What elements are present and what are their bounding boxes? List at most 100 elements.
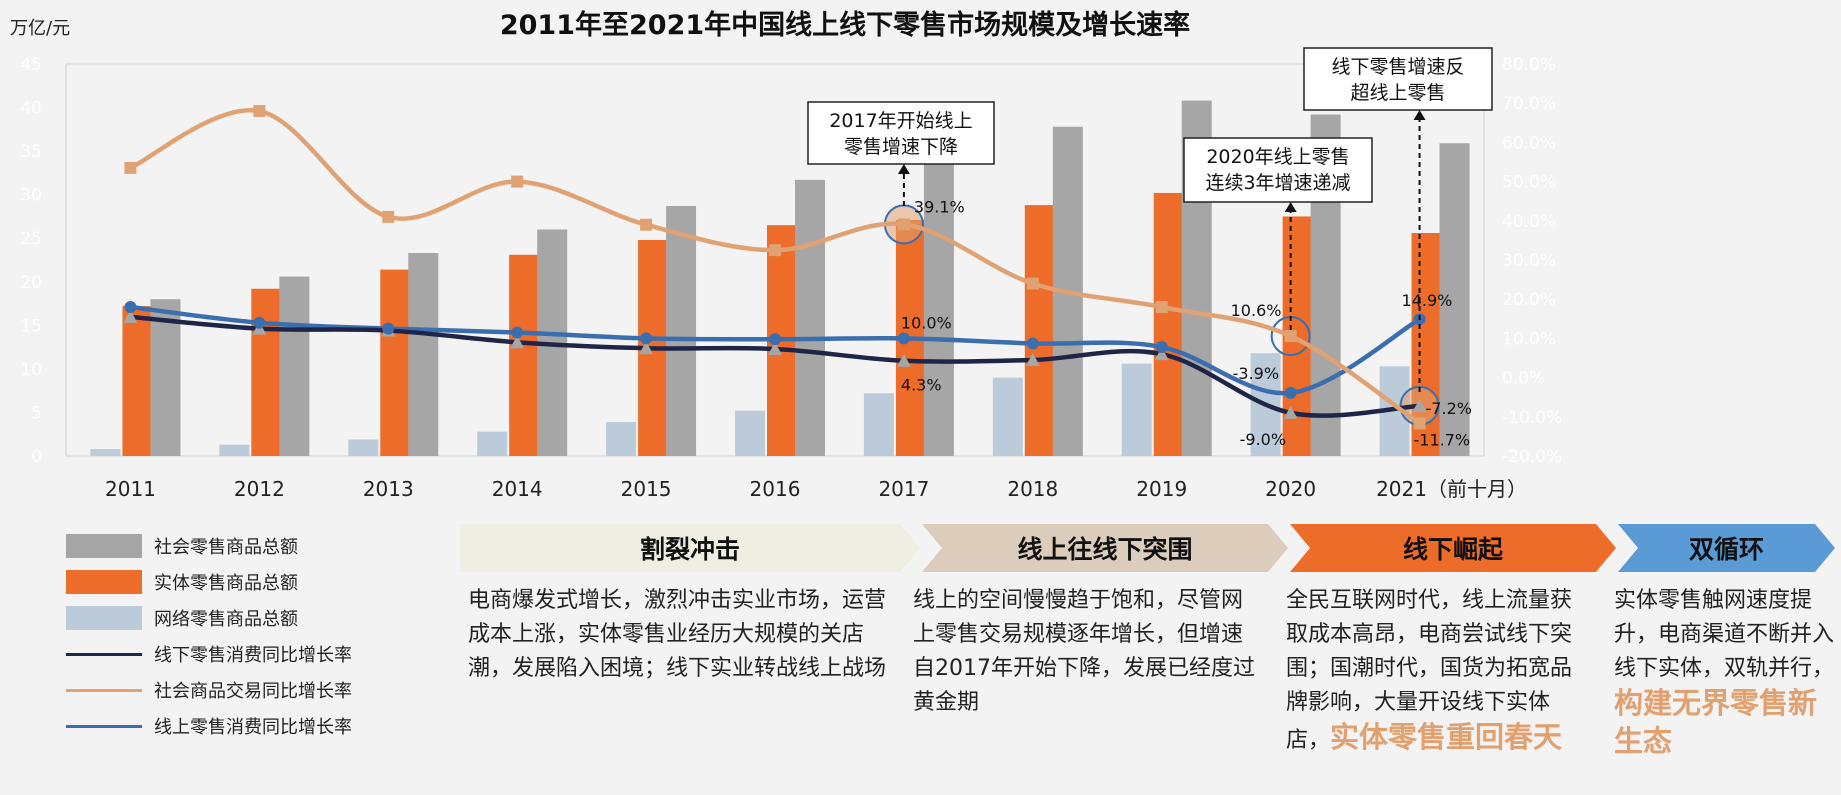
square-marker [511,175,524,188]
y-left-tick: 40 [20,99,42,119]
circle-marker [897,332,910,345]
x-tick-label: 2020 [1265,477,1316,501]
square-marker [769,244,781,257]
phase-1-text: 电商爆发式增长，激烈冲击实业市场，运营成本上涨，实体零售业经历大规模的关店潮，发… [468,584,900,686]
y-left-tick: 20 [20,273,42,293]
x-tick-label: 2012 [234,477,285,501]
x-axis-labels: 2011 2012 2013 2014 2015 2016 2017 2018 2019 2020… [105,477,1527,501]
phase-4-banner: 双循环 [1618,524,1835,572]
y-left-tick: 15 [20,316,42,336]
annotation-box [1303,47,1493,111]
annotation-arrowhead [1413,110,1426,120]
x-tick-label: 2011 [105,477,156,501]
y-right-tick: 0.0% [1502,369,1545,389]
data-label: -9.0% [1240,430,1286,449]
square-marker [1413,417,1426,430]
annotation-text: 2020年线上零售 [1206,146,1349,168]
data-label: 14.9% [1402,291,1453,310]
chart-title: 2011年至2021年中国线上线下零售市场规模及增长速率 [500,9,1190,41]
chart: 2011年至2021年中国线上线下零售市场规模及增长速率 万亿/元 0 5 10 15… [10,9,1562,501]
bar-physical-7 [1024,205,1055,456]
square-marker [1026,277,1039,290]
legend-item: 社会商品交易同比增长率 [66,672,406,708]
legend-color [66,570,142,594]
annotation-text: 零售增速下降 [844,136,958,158]
y-right-tick: -20.0% [1502,447,1562,467]
bar-online-8 [1121,363,1152,456]
x-tick-label: 2014 [492,477,543,501]
bar-physical-2 [380,269,411,456]
annotation-text: 连续3年增速递减 [1205,172,1350,194]
bar-total-1 [279,276,310,456]
phase-4-title: 双循环 [1688,535,1764,564]
legend-item: 实体零售商品总额 [66,564,406,600]
data-label: 4.3% [901,376,942,395]
triangle-marker [1412,398,1427,412]
data-label: -7.2% [1426,399,1472,418]
data-label: 10.6% [1231,301,1282,320]
data-label: 10.0% [901,313,952,332]
y-right-tick: 10.0% [1502,329,1556,349]
annotation-text: 超线上零售 [1350,82,1445,104]
phase-4-body: 实体零售触网速度提升，电商渠道不断并入线下实体，双轨并行， [1614,588,1835,681]
bar-physical-1 [251,288,282,456]
annotation-text: 2017年开始线上 [829,110,972,132]
x-tick-label: 2015 [621,477,672,501]
triangle-marker [1283,405,1298,419]
y-left-tick: 0 [31,447,42,467]
legend-label: 实体零售商品总额 [154,573,298,594]
x-tick-label: 2017 [878,477,929,501]
data-label: -11.7% [1414,430,1471,449]
circle-marker [124,301,137,314]
bars [90,100,1470,456]
square-marker [897,218,910,231]
triangle-marker [1154,347,1169,361]
legend-color [66,652,142,656]
circle-marker [1026,337,1039,350]
bar-online-0 [90,449,121,456]
square-marker [382,210,395,223]
y-left-tick: 35 [20,142,42,162]
legend-label: 网络零售商品总额 [154,609,298,630]
legend-label: 社会商品交易同比增长率 [154,681,352,702]
square-marker [1284,330,1297,343]
triangle-marker [639,341,654,355]
y-right-tick: -10.0% [1502,408,1562,428]
phase-2-text: 线上的空间慢慢趋于饱和，尽管网上零售交易规模逐年增长，但增速自2017年开始下降… [913,584,1261,720]
triangle-marker [768,341,782,355]
legend-item: 线下零售消费同比增长率 [66,636,406,672]
phase-3-text: 全民互联网时代，线上流量获取成本高昂，电商尝试线下突围；国潮时代，国货为拓宽品牌… [1286,584,1580,758]
bar-total-5 [795,179,825,456]
legend-color [66,606,142,630]
bar-online-2 [348,439,379,456]
legend-color [66,724,142,728]
y-left-unit: 万亿/元 [10,18,70,39]
legend-line-swatch [66,724,142,728]
triangle-marker [896,353,911,367]
phase-2-title: 线上往线下突围 [1017,535,1193,564]
legend-color [66,534,142,558]
y-right-tick: 80.0% [1502,55,1556,75]
annotation-arrowhead [1284,202,1297,212]
y-right-axis: -20.0% -10.0% 0.0% 10.0% 20.0% 30.0% 40.0% 50.0… [1502,55,1562,467]
x-tick-label: 2016 [750,477,801,501]
legend-item: 网络零售商品总额 [66,600,406,636]
square-marker [253,105,266,118]
triangle-marker [510,335,525,349]
y-left-axis: 0 5 10 15 20 25 30 35 40 45 [20,55,42,467]
circle-marker [1284,386,1297,399]
legend-swatch [66,606,142,630]
x-tick-label: 2013 [363,477,414,501]
bar-online-4 [606,422,637,456]
triangle-marker [123,309,138,323]
bar-online-6 [863,393,894,456]
bar-total-0 [150,299,181,456]
legend-line-swatch [66,688,142,692]
x-tick-label: 2018 [1007,477,1058,501]
y-right-tick: 20.0% [1502,290,1556,310]
annotation-box [807,101,995,165]
phase-1-body: 电商爆发式增长，激烈冲击实业市场，运营成本上涨，实体零售业经历大规模的关店潮，发… [468,588,887,681]
square-marker [640,218,653,231]
y-right-tick: 30.0% [1502,251,1556,271]
